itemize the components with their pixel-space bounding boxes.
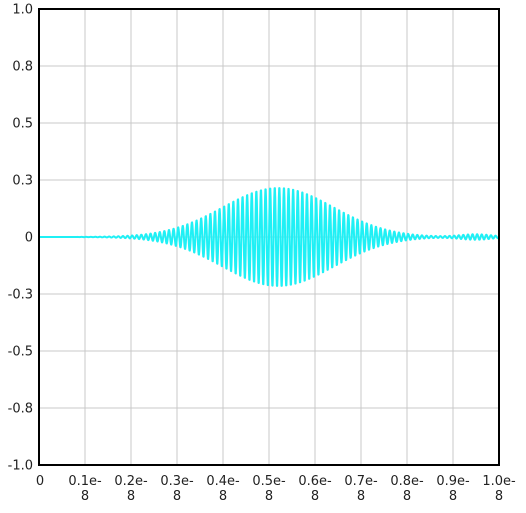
y-tick-label-5: -0.3 [8,288,33,303]
x-tick-label-1: 0.1e-8 [68,474,102,504]
y-tick-label-8: -1.0 [8,459,33,474]
y-tick-label-1: 0.8 [12,60,33,75]
x-tick-label-7: 0.7e-8 [344,474,378,504]
y-tick-label-2: 0.5 [12,117,33,132]
plot-frame [38,8,500,466]
y-tick-label-3: 0.3 [12,174,33,189]
y-tick-label-7: -0.8 [8,402,33,417]
series-line-0 [38,187,500,287]
x-tick-label-0: 0 [36,474,44,489]
y-tick-label-4: 0 [25,231,33,246]
x-tick-label-4: 0.4e-8 [206,474,240,504]
x-tick-label-9: 0.9e-8 [436,474,470,504]
y-tick-labels: 1.0 0.8 0.5 0.3 0 -0.3 -0.5 -0.8 -1.0 [8,3,33,474]
x-tick-label-2: 0.2e-8 [114,474,148,504]
x-tick-label-6: 0.6e-8 [298,474,332,504]
y-tick-label-0: 1.0 [12,3,33,18]
x-tick-label-5: 0.5e-8 [252,474,286,504]
y-tick-label-6: -0.5 [8,345,33,360]
x-tick-label-3: 0.3e-8 [160,474,194,504]
x-tick-label-8: 0.8e-8 [390,474,424,504]
series-group [38,187,500,287]
x-tick-label-10: 1.0e-8 [482,474,516,504]
x-tick-labels: 0 0.1e-8 0.2e-8 0.3e-8 0.4e-8 0.5e-8 0.6e-8 0.7… [36,474,516,504]
